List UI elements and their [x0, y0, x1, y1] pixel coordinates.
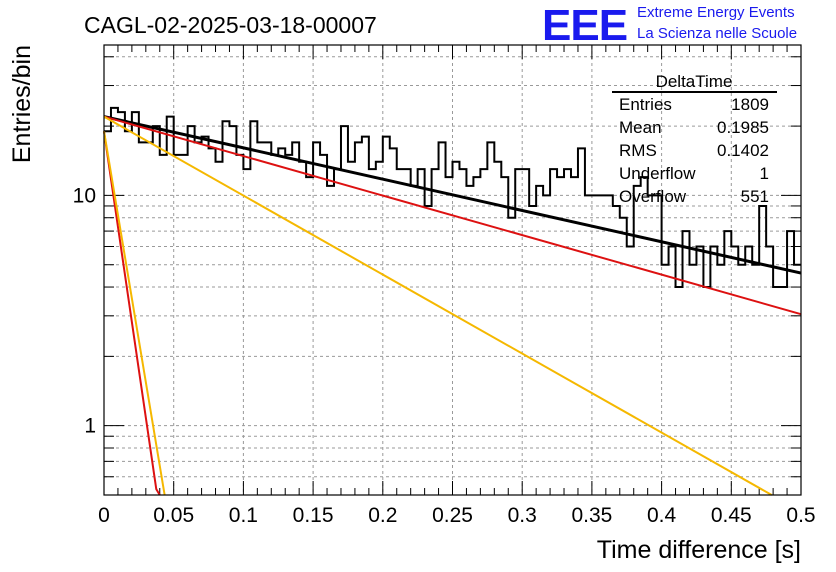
stats-value-overflow: 551 [741, 187, 769, 206]
histogram [104, 106, 801, 289]
stats-label-underflow: Underflow [619, 164, 696, 183]
chart-title: CAGL-02-2025-03-18-00007 [84, 12, 377, 38]
fit-line-5 [103, 131, 166, 496]
stats-value-underflow: 1 [760, 164, 769, 183]
x-tick-label: 0 [98, 504, 110, 527]
logo-mark: EEE [542, 1, 627, 50]
x-tick-label: 0.4 [647, 504, 677, 527]
stats-label-overflow: Overflow [619, 187, 687, 206]
x-tick-label: 0.15 [293, 504, 334, 527]
logo-line-2: La Scienza nelle Scuole [637, 25, 797, 42]
plot-frame [103, 44, 802, 496]
fit-lines [103, 115, 802, 496]
x-tick-label: 0.35 [571, 504, 612, 527]
x-tick-label: 0.2 [368, 504, 397, 527]
stats-name: DeltaTime [656, 72, 733, 91]
x-tick-label: 0.1 [229, 504, 258, 527]
x-tick-labels: 0 0.05 0.1 0.15 0.2 0.25 0.3 0.35 0.4 0.45 0.5 [98, 504, 815, 527]
y-axis-title: Entries/bin [8, 45, 36, 163]
stats-value-mean: 0.1985 [717, 118, 769, 137]
x-axis-title: Time difference [s] [597, 536, 801, 564]
logo-line-1: Extreme Energy Events [637, 4, 795, 21]
stats-label-entries: Entries [619, 95, 672, 114]
fit-line-2 [103, 115, 802, 316]
fit-line-1 [103, 115, 802, 275]
stats-box: DeltaTime Entries 1809 Mean 0.1985 RMS 0… [612, 72, 777, 206]
eee-logo: EEE Extreme Energy Events La Scienza nel… [542, 1, 797, 50]
stats-label-mean: Mean [619, 118, 662, 137]
stats-value-rms: 0.1402 [717, 141, 769, 160]
x-tick-label: 0.25 [432, 504, 473, 527]
y-tick-label: 1 [84, 415, 96, 438]
fit-line-4 [103, 131, 161, 496]
stats-label-rms: RMS [619, 141, 657, 160]
histogram-outline [104, 106, 801, 289]
y-tick-label: 10 [73, 184, 96, 207]
x-tick-label: 0.45 [711, 504, 752, 527]
y-tick-labels: 1 10 [73, 184, 96, 437]
grid-lines [104, 45, 801, 496]
stats-value-entries: 1809 [731, 95, 769, 114]
x-tick-label: 0.5 [786, 504, 815, 527]
x-tick-label: 0.3 [508, 504, 537, 527]
x-tick-label: 0.05 [153, 504, 194, 527]
fit-line-3 [103, 115, 773, 496]
